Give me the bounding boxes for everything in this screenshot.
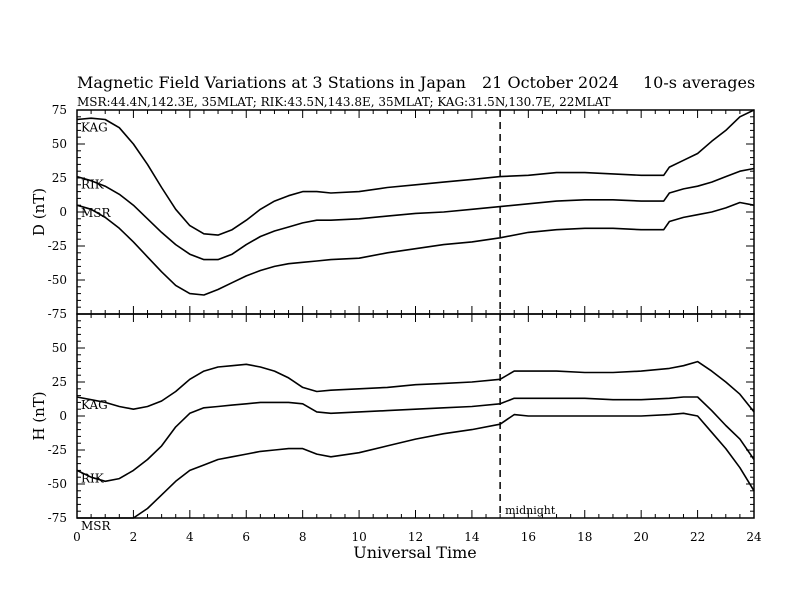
d-panel-y-tick-label: 75 [52, 103, 67, 117]
d-panel-y-axis-label: D (nT) [30, 188, 48, 236]
h-panel-series-kag-line [76, 360, 755, 413]
h-panel-y-tick-label: 25 [52, 375, 67, 389]
x-tick-label: 16 [521, 530, 536, 544]
h-panel-y-tick-label: 50 [52, 341, 67, 355]
h-panel-y-axis-label: H (nT) [30, 391, 48, 440]
x-tick-label: 8 [299, 530, 307, 544]
d-panel-y-tick-label: -50 [48, 273, 67, 287]
h-panel-station-label-rik: RIK [81, 471, 105, 485]
d-panel-y-tick-label: -75 [48, 307, 67, 321]
x-tick-label: 10 [351, 530, 366, 544]
x-tick-label: 2 [130, 530, 138, 544]
d-panel-station-label-kag: KAG [81, 121, 108, 135]
x-tick-label: 22 [690, 530, 705, 544]
x-tick-label: 18 [577, 530, 592, 544]
x-tick-label: 0 [73, 530, 81, 544]
h-panel-y-tick-label: -50 [48, 477, 67, 491]
x-axis-label: Universal Time [353, 543, 476, 562]
d-panel-station-label-msr: MSR [81, 206, 112, 220]
x-tick-label: 12 [408, 530, 423, 544]
chart-title: Magnetic Field Variations at 3 Stations … [77, 73, 466, 92]
d-panel-y-tick-label: -25 [48, 239, 67, 253]
d-panel-y-tick-label: 0 [59, 205, 67, 219]
x-tick-label: 4 [186, 530, 194, 544]
h-panel-station-label-msr: MSR [81, 519, 112, 533]
d-panel-series-kag-line [76, 109, 755, 236]
station-coordinates: MSR:44.4N,142.3E, 35MLAT; RIK:43.5N,143.… [77, 95, 611, 109]
h-panel-y-tick-label: -25 [48, 443, 67, 457]
d-panel-y-tick-label: 25 [52, 171, 67, 185]
h-panel-series-rik-line [76, 396, 755, 483]
x-tick-label: 14 [464, 530, 480, 544]
midnight-label: midnight [505, 504, 556, 517]
d-panel-y-tick-label: 50 [52, 137, 67, 151]
chart-averaging: 10-s averages [643, 73, 755, 92]
chart-date: 21 October 2024 [482, 73, 619, 92]
d-panel-series-msr-line [76, 201, 755, 296]
d-panel-series-rik-line [76, 167, 755, 261]
d-panel-station-label-rik: RIK [81, 178, 105, 192]
x-tick-label: 6 [242, 530, 250, 544]
h-panel-y-tick-label: 0 [59, 409, 67, 423]
h-panel-series-msr-line [77, 412, 755, 519]
h-panel-station-label-kag: KAG [81, 398, 108, 412]
x-tick-label: 24 [746, 530, 762, 544]
x-tick-label: 20 [634, 530, 649, 544]
h-panel-y-tick-label: -75 [48, 511, 67, 525]
